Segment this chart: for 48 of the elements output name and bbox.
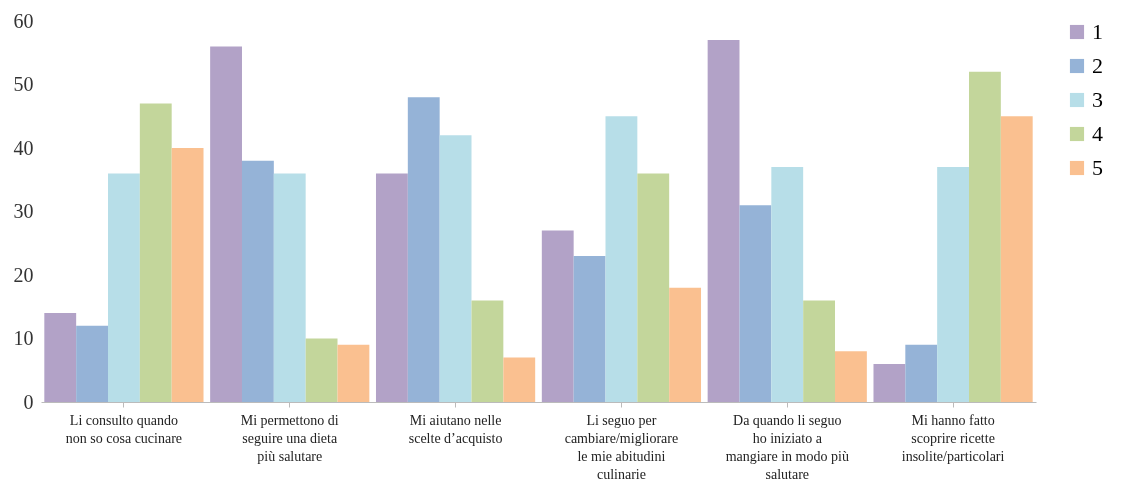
bar — [937, 167, 969, 402]
legend-label: 3 — [1092, 87, 1103, 112]
bar — [707, 40, 740, 402]
bar — [771, 167, 804, 402]
bar — [337, 344, 370, 402]
x-tick-label: Mi aiutano nelle scelte d’acquisto — [408, 412, 503, 446]
x-tick-label: Li seguo per cambiare/migliorare le mie abitudini culinarie — [564, 412, 679, 482]
bar — [969, 71, 1001, 402]
x-tick-label: Li consulto quando non so cosa cucinare — [65, 412, 183, 446]
legend-label: 4 — [1092, 121, 1103, 146]
bar — [139, 103, 172, 402]
legend-label: 2 — [1092, 53, 1103, 78]
bar — [669, 287, 702, 402]
bar — [305, 338, 338, 402]
bar — [605, 116, 638, 402]
bar — [439, 135, 472, 402]
bar — [44, 313, 77, 402]
y-tick-label: 40 — [13, 136, 34, 159]
y-tick-label: 30 — [13, 200, 34, 222]
bar — [739, 205, 772, 402]
bar — [171, 148, 204, 402]
legend-label: 5 — [1092, 155, 1103, 180]
bar — [210, 46, 242, 402]
bar — [873, 363, 906, 402]
y-tick-label: 60 — [13, 9, 34, 32]
bar — [835, 351, 867, 402]
bar — [905, 344, 938, 402]
x-tick-label: Da quando li seguo ho iniziato a mangiare in modo più salutare — [725, 412, 849, 482]
y-tick-label: 20 — [13, 263, 34, 286]
bar — [375, 173, 408, 402]
bar — [503, 357, 536, 402]
bar — [573, 255, 606, 402]
bar — [471, 300, 504, 402]
bar — [1000, 116, 1033, 402]
bar — [241, 160, 274, 402]
bar — [803, 300, 836, 402]
legend-label: 1 — [1092, 19, 1103, 44]
y-tick-label: 0 — [23, 390, 34, 413]
bar — [108, 173, 140, 402]
bar — [273, 173, 306, 402]
y-tick-label: 10 — [13, 327, 34, 349]
bar — [637, 173, 670, 402]
bar — [407, 97, 440, 402]
x-tick-label: Mi hanno fatto scoprire ricette insolite/particolari — [901, 412, 1005, 464]
bar — [541, 230, 574, 402]
x-tick-label: Mi permettono di seguire una dieta più salutare — [240, 412, 339, 464]
bar — [76, 325, 108, 402]
y-tick-label: 50 — [13, 73, 34, 95]
